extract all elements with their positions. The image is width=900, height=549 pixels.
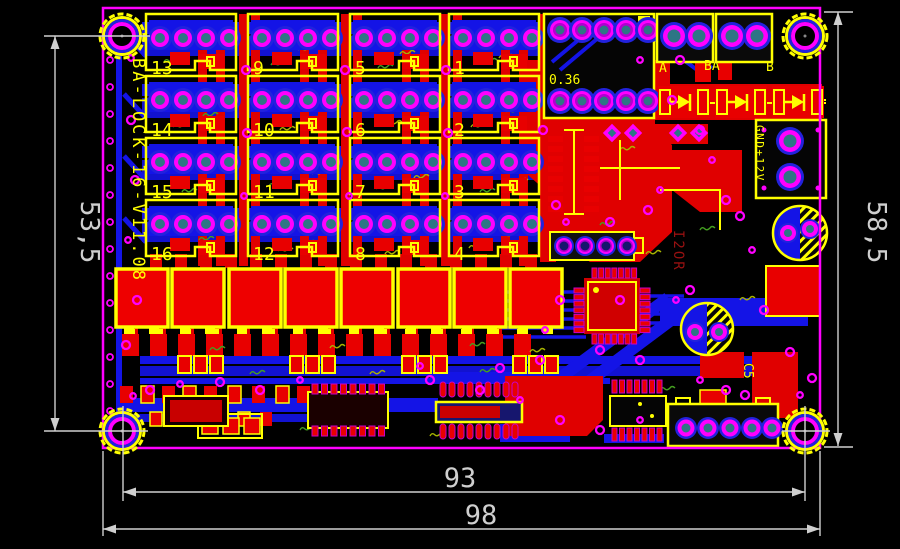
terminal-label-a[interactable]: A — [659, 61, 667, 76]
relay-connector-module[interactable] — [447, 12, 544, 72]
board-name-text[interactable]: BA-LOCK-16-V11.08 — [128, 58, 148, 283]
relay-footprint[interactable] — [283, 267, 339, 334]
relay-connector-module[interactable] — [246, 198, 343, 258]
connector-number-label[interactable]: 1 — [454, 58, 465, 79]
connector-number-label[interactable]: 4 — [454, 244, 465, 265]
cap-ref-label[interactable]: C5 — [740, 363, 755, 379]
board-outline[interactable] — [101, 6, 822, 450]
dim-text-98[interactable]: 98 — [465, 500, 498, 531]
connector-number-label[interactable]: 6 — [355, 120, 366, 141]
dim-line-left — [44, 35, 150, 432]
electrolytic-capacitors[interactable] — [679, 204, 829, 357]
connector-number-label[interactable]: 9 — [253, 58, 264, 79]
dim-line-98 — [102, 451, 821, 536]
pin-header-4[interactable] — [549, 231, 644, 261]
dip-module-036[interactable] — [542, 12, 661, 120]
connector-number-label[interactable]: 11 — [253, 182, 275, 203]
power-connector-module[interactable] — [754, 118, 828, 200]
connector-number-label[interactable]: 5 — [355, 58, 366, 79]
vias — [120, 54, 818, 436]
relay-connector-module[interactable] — [144, 74, 241, 134]
ic-ref-vertical[interactable]: I2OR — [670, 230, 686, 272]
relay-connector-module[interactable] — [447, 136, 544, 196]
relay-connector-module[interactable] — [447, 198, 544, 258]
dim-text-left[interactable]: 53,5 — [74, 201, 104, 264]
dim-text-right[interactable]: 58,5 — [861, 201, 891, 264]
relay-footprint[interactable] — [452, 267, 508, 334]
connector-number-label[interactable]: 12 — [253, 244, 275, 265]
relay-footprint[interactable] — [339, 267, 395, 334]
connector-number-label[interactable]: 14 — [151, 120, 173, 141]
dim-line-right — [824, 11, 853, 448]
connector-number-label[interactable]: 13 — [151, 58, 173, 79]
connector-number-label[interactable]: 8 — [355, 244, 366, 265]
connector-number-label[interactable]: 2 — [454, 120, 465, 141]
relay-connector-module[interactable] — [246, 74, 343, 134]
connector-number-label[interactable]: 7 — [355, 182, 366, 203]
terminal-label-b[interactable]: B — [766, 60, 774, 75]
mounting-hole[interactable] — [781, 12, 829, 60]
power-label[interactable]: GND+12V — [753, 125, 766, 182]
connector-number-label[interactable]: 10 — [253, 120, 275, 141]
relay-connector-module[interactable] — [348, 136, 445, 196]
terminal-label-ba[interactable]: BA — [704, 59, 720, 74]
ssop-ic[interactable] — [548, 129, 599, 215]
relay-connector-module[interactable] — [348, 74, 445, 134]
relay-footprint[interactable] — [396, 267, 452, 334]
dim-line-93 — [122, 406, 830, 501]
terminal-block-a[interactable] — [655, 12, 715, 64]
dimension-layer — [44, 11, 853, 536]
power-diodes[interactable] — [658, 86, 824, 118]
relay-connector-module[interactable] — [348, 12, 445, 72]
relay-connector-module[interactable] — [246, 136, 343, 196]
connector-number-label[interactable]: 3 — [454, 182, 465, 203]
relay-footprint[interactable] — [227, 267, 283, 334]
relay-footprint[interactable] — [508, 267, 564, 334]
relay-connector-module[interactable] — [246, 12, 343, 72]
relay-footprint[interactable] — [114, 267, 170, 334]
relay-connector-module[interactable] — [144, 198, 241, 258]
relay-connector-module[interactable] — [447, 74, 544, 134]
components-layer — [114, 12, 709, 374]
relay-connector-module[interactable] — [144, 12, 241, 72]
pin-connector-5[interactable] — [666, 397, 783, 448]
terminal-block-b[interactable] — [714, 12, 774, 64]
dim-arrows — [50, 12, 843, 534]
qfp-ic[interactable] — [573, 267, 651, 345]
bottom-components[interactable] — [163, 379, 727, 442]
relay-connector-module[interactable] — [144, 136, 241, 196]
relay-connector-module[interactable] — [348, 198, 445, 258]
relay-footprint[interactable] — [170, 267, 226, 334]
connector-number-label[interactable]: 16 — [151, 244, 173, 265]
dim-text-93[interactable]: 93 — [444, 463, 477, 494]
value-label-036[interactable]: 0.36 — [549, 73, 580, 88]
connector-number-label[interactable]: 15 — [151, 182, 173, 203]
